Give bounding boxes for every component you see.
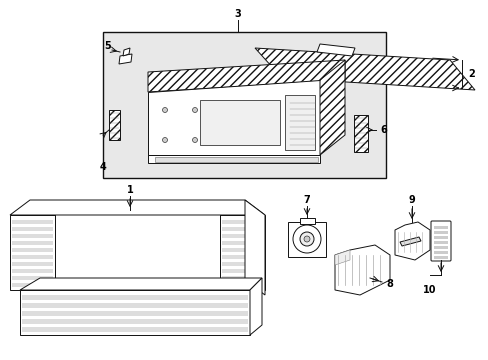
Bar <box>222 262 263 266</box>
Polygon shape <box>244 200 264 295</box>
Bar <box>433 236 447 239</box>
Polygon shape <box>353 115 367 152</box>
Bar <box>12 220 53 224</box>
Text: 9: 9 <box>408 195 414 205</box>
Circle shape <box>162 108 167 113</box>
Text: 7: 7 <box>303 195 310 205</box>
Bar <box>433 241 447 244</box>
Bar <box>433 231 447 234</box>
Text: 2: 2 <box>467 69 474 79</box>
Text: 1: 1 <box>126 185 133 195</box>
Text: 8: 8 <box>385 279 392 289</box>
Bar <box>12 255 53 259</box>
Bar <box>22 319 247 324</box>
Bar <box>433 226 447 229</box>
Bar <box>222 220 263 224</box>
Text: 5: 5 <box>104 41 111 51</box>
Bar <box>12 276 53 280</box>
Polygon shape <box>55 205 220 295</box>
Polygon shape <box>119 54 132 64</box>
Bar <box>22 311 247 316</box>
Bar <box>22 327 247 332</box>
Bar <box>222 276 263 280</box>
Bar <box>12 234 53 238</box>
Polygon shape <box>394 222 429 260</box>
Circle shape <box>292 225 320 253</box>
Bar <box>433 246 447 249</box>
Polygon shape <box>399 237 420 246</box>
Bar <box>222 269 263 273</box>
Circle shape <box>192 138 197 143</box>
Circle shape <box>304 236 309 242</box>
Bar <box>12 241 53 245</box>
Circle shape <box>299 232 313 246</box>
Bar <box>222 255 263 259</box>
FancyBboxPatch shape <box>430 221 450 261</box>
Polygon shape <box>334 245 389 295</box>
Bar <box>433 256 447 259</box>
Polygon shape <box>148 80 319 155</box>
Bar <box>12 269 53 273</box>
Polygon shape <box>109 110 120 140</box>
Bar <box>22 303 247 308</box>
Text: 6: 6 <box>379 125 386 135</box>
Bar <box>285 95 314 150</box>
Text: 4: 4 <box>100 162 106 172</box>
Polygon shape <box>334 250 349 265</box>
Polygon shape <box>20 278 262 290</box>
Bar <box>200 100 280 145</box>
Polygon shape <box>10 200 264 215</box>
Bar <box>222 241 263 245</box>
Text: 3: 3 <box>234 9 241 19</box>
Polygon shape <box>319 60 345 155</box>
Circle shape <box>162 138 167 143</box>
Polygon shape <box>10 215 55 290</box>
Text: 10: 10 <box>423 285 436 295</box>
Bar <box>12 283 53 287</box>
Bar <box>299 218 314 224</box>
Polygon shape <box>155 157 317 162</box>
Bar <box>22 295 247 300</box>
Polygon shape <box>148 155 319 163</box>
Bar <box>12 248 53 252</box>
Polygon shape <box>316 44 354 56</box>
Bar <box>222 283 263 287</box>
Polygon shape <box>254 48 474 90</box>
Bar <box>12 262 53 266</box>
Polygon shape <box>20 290 249 335</box>
Polygon shape <box>148 60 345 92</box>
Bar <box>287 222 325 257</box>
Polygon shape <box>103 32 385 178</box>
Polygon shape <box>123 48 130 56</box>
Bar <box>12 227 53 231</box>
Bar <box>222 248 263 252</box>
Bar <box>222 234 263 238</box>
Bar <box>222 227 263 231</box>
Bar <box>433 251 447 254</box>
Circle shape <box>192 108 197 113</box>
Polygon shape <box>220 215 264 290</box>
Polygon shape <box>249 278 262 335</box>
